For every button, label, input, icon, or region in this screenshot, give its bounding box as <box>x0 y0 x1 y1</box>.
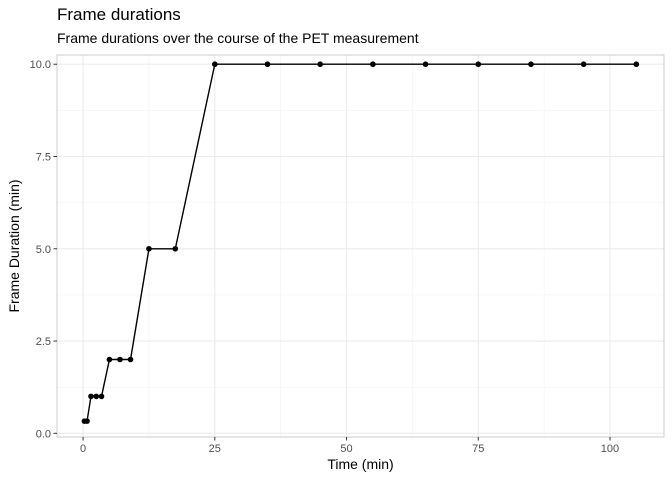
series-line <box>84 63 637 422</box>
y-tick-label: 0.0 <box>36 428 51 440</box>
data-point <box>633 61 640 68</box>
data-point <box>98 393 105 400</box>
data-point <box>370 61 376 68</box>
data-point <box>88 393 94 400</box>
data-point <box>317 61 323 68</box>
x-tick-label: 75 <box>472 443 484 455</box>
data-point <box>475 61 482 68</box>
data-point <box>127 356 134 363</box>
series-layer <box>81 61 640 424</box>
chart-title: Frame durations <box>57 5 181 24</box>
y-tick-label: 10.0 <box>30 59 51 71</box>
x-tick-label: 50 <box>340 443 352 455</box>
data-point <box>528 61 534 68</box>
major-gridlines <box>57 55 664 437</box>
x-tick-label: 100 <box>601 443 619 455</box>
data-point <box>93 393 100 400</box>
data-point <box>117 356 123 363</box>
y-axis: 0.0 2.5 5.0 7.5 10.0 <box>30 59 57 440</box>
data-point <box>580 61 587 68</box>
data-point <box>172 245 179 252</box>
y-tick-label: 7.5 <box>36 151 51 163</box>
plot-panel-border <box>56 54 665 438</box>
minor-gridlines <box>57 55 664 437</box>
x-tick-label: 25 <box>209 443 221 455</box>
chart-subtitle: Frame durations over the course of the P… <box>57 30 419 46</box>
y-tick-label: 2.5 <box>36 336 51 348</box>
data-point <box>84 418 90 424</box>
y-tick-label: 5.0 <box>36 244 51 256</box>
data-point <box>212 61 218 68</box>
x-tick-label: 0 <box>80 443 86 455</box>
data-point <box>146 245 152 252</box>
x-axis: 0 25 50 75 100 <box>80 437 619 455</box>
x-axis-title: Time (min) <box>327 456 393 472</box>
y-axis-title: Frame Duration (min) <box>6 179 22 312</box>
data-point <box>264 61 271 68</box>
data-point <box>106 356 113 363</box>
data-point <box>422 61 429 68</box>
